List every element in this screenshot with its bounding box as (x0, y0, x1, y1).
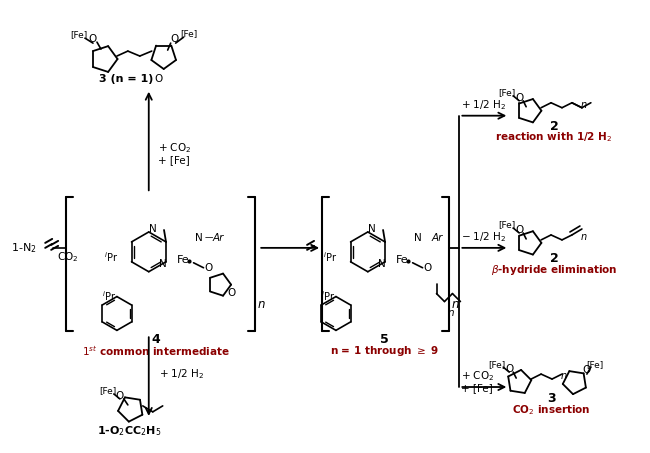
Text: Fe: Fe (396, 255, 409, 265)
Text: O: O (116, 391, 124, 401)
Text: + CO$_2$: + CO$_2$ (158, 142, 191, 155)
Text: $-$ 1/2 H$_2$: $-$ 1/2 H$_2$ (462, 230, 507, 244)
Text: 3 (n = 1): 3 (n = 1) (99, 74, 153, 84)
Text: $^i$Pr: $^i$Pr (323, 250, 337, 264)
Text: $1^{st}$ common intermediate: $1^{st}$ common intermediate (82, 344, 229, 358)
Text: $\beta$-hydride elimination: $\beta$-hydride elimination (491, 263, 618, 277)
Text: Ar: Ar (432, 233, 443, 243)
Text: n = 1 through $\geq$ 9: n = 1 through $\geq$ 9 (330, 344, 439, 358)
Text: N: N (159, 259, 167, 269)
Text: —: — (204, 233, 213, 242)
Text: n: n (447, 308, 454, 318)
Text: [Fe]: [Fe] (489, 360, 506, 369)
Text: Fe: Fe (177, 255, 190, 265)
Text: $^i$Pr: $^i$Pr (321, 289, 335, 304)
Text: 1-O$_2$CC$_2$H$_5$: 1-O$_2$CC$_2$H$_5$ (97, 424, 161, 438)
Text: 3: 3 (547, 392, 555, 405)
Text: n: n (581, 232, 587, 242)
Text: [Fe]: [Fe] (586, 360, 603, 369)
Text: O: O (170, 34, 179, 44)
Text: CO$_2$: CO$_2$ (57, 250, 79, 264)
Text: reaction with 1/2 H$_2$: reaction with 1/2 H$_2$ (495, 130, 612, 145)
Text: n: n (581, 100, 587, 110)
Text: O: O (155, 74, 163, 84)
Text: + [Fe]: + [Fe] (462, 383, 493, 393)
Text: n: n (257, 298, 265, 311)
Text: N: N (414, 233, 421, 243)
Text: 2: 2 (550, 252, 558, 265)
Text: [Fe]: [Fe] (499, 88, 516, 97)
Text: N: N (194, 233, 202, 243)
Text: O: O (505, 364, 514, 374)
Text: O: O (423, 263, 432, 273)
Text: O: O (227, 288, 235, 298)
Text: Ar: Ar (213, 233, 224, 243)
Text: n: n (561, 371, 567, 381)
Text: 1-N$_2$: 1-N$_2$ (11, 241, 37, 255)
Text: O: O (515, 225, 523, 235)
Text: O: O (515, 93, 523, 103)
Text: + 1/2 H$_2$: + 1/2 H$_2$ (159, 367, 204, 381)
Text: O: O (89, 34, 97, 44)
Text: $^i$Pr: $^i$Pr (102, 289, 116, 304)
Text: [Fe]: [Fe] (180, 29, 197, 38)
Text: O: O (204, 263, 213, 273)
Text: CO$_2$ insertion: CO$_2$ insertion (512, 403, 590, 417)
Text: O: O (583, 365, 591, 375)
Text: N: N (368, 224, 376, 234)
Text: + [Fe]: + [Fe] (158, 155, 189, 165)
Text: 2: 2 (550, 120, 558, 133)
Text: [Fe]: [Fe] (499, 221, 516, 230)
Text: N: N (378, 259, 386, 269)
Text: [Fe]: [Fe] (99, 386, 116, 395)
Text: n: n (452, 298, 459, 311)
Text: 4: 4 (151, 333, 160, 346)
Text: + 1/2 H$_2$: + 1/2 H$_2$ (462, 98, 507, 111)
Text: $^i$Pr: $^i$Pr (104, 250, 118, 264)
Text: N: N (149, 224, 157, 234)
Text: + CO$_2$: + CO$_2$ (462, 369, 495, 383)
Text: [Fe]: [Fe] (70, 30, 88, 39)
Text: 5: 5 (380, 333, 389, 346)
